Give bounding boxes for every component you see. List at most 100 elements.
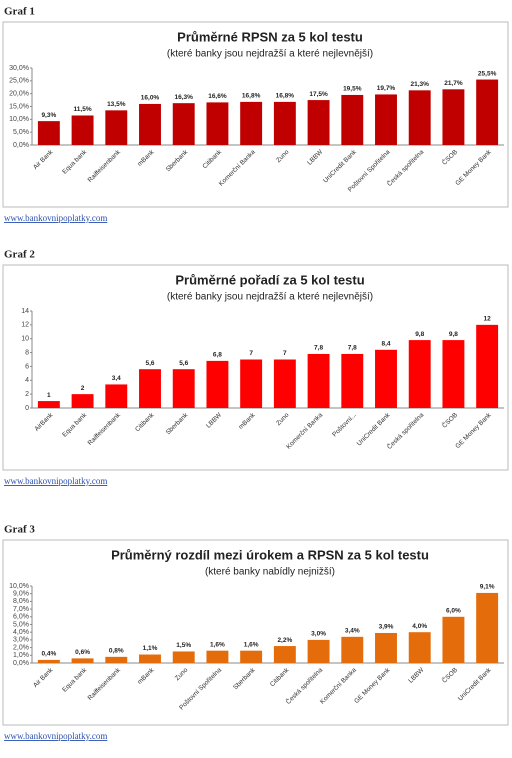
y-tick-label: 7,0% [13,606,29,613]
value-label: 6,0% [446,608,461,615]
value-label: 4,0% [412,623,427,630]
chart-subtitle: (které banky jsou nejdražší a které nejl… [167,292,373,303]
bar [71,394,94,408]
chart-label: Graf 2 [4,249,35,261]
bar [408,90,431,145]
chart-label: Graf 1 [4,6,35,18]
value-label: 2 [81,385,85,392]
bar [307,100,330,145]
value-label: 7,8 [314,345,323,352]
value-label: 3,0% [311,631,326,638]
bar [375,94,397,145]
value-label: 8,4 [381,341,390,348]
y-tick-label: 15,0% [9,103,29,110]
value-label: 19,5% [343,86,362,93]
value-label: 11,5% [74,106,92,113]
bar [442,616,465,663]
bar [71,658,94,663]
chart-subtitle: (které banky jsou nejdražší a které nejl… [167,49,373,60]
y-tick-label: 0 [25,405,29,412]
bar [375,349,397,408]
chart-title: Průměrný rozdíl mezi úrokem a RPSN za 5 … [111,547,429,562]
value-label: 7 [249,350,253,357]
y-tick-label: 0,0% [13,142,29,149]
value-label: 0,8% [109,648,124,655]
bar [139,103,161,145]
bar [206,102,229,145]
value-label: 1,6% [244,641,259,648]
bar [240,650,263,663]
bar [37,659,60,663]
bar [273,359,296,408]
value-label: 9,1% [480,584,495,591]
bar [341,353,364,408]
value-label: 21,7% [444,80,463,87]
bar [408,632,431,663]
value-label: 3,9% [379,624,394,631]
y-tick-label: 2 [25,391,29,398]
value-label: 16,0% [141,95,160,102]
y-tick-label: 14 [21,308,29,315]
value-label: 16,8% [276,93,295,100]
value-label: 0,6% [75,649,90,656]
bar [172,369,195,408]
bar [442,89,465,145]
bar [240,101,263,145]
y-tick-label: 6,0% [13,614,29,621]
bar [375,632,397,663]
value-label: 16,8% [242,93,261,100]
source-link: www.bankovnipoplatky.com [4,476,107,486]
bar [273,646,296,663]
value-label: 19,7% [377,85,396,92]
bar [442,340,465,408]
bar [172,651,195,663]
y-tick-label: 4,0% [13,629,29,636]
value-label: 25,5% [478,70,497,77]
y-tick-label: 8,0% [13,598,29,605]
value-label: 7,8 [348,345,357,352]
value-label: 1,6% [210,641,225,648]
y-tick-label: 6 [25,363,29,370]
value-label: 0,4% [41,651,56,658]
y-tick-label: 8 [25,349,29,356]
y-tick-label: 10,0% [9,116,29,123]
value-label: 12 [484,316,492,323]
bar [206,360,229,408]
bar [172,103,195,145]
chart-title: Průměrné pořadí za 5 kol testu [175,272,364,287]
value-label: 3,4% [345,628,360,635]
value-label: 17,5% [309,91,328,98]
value-label: 16,6% [208,93,227,100]
bar [206,650,229,663]
y-tick-label: 10,0% [9,583,29,590]
value-label: 9,8 [415,331,424,338]
bar [105,110,128,145]
value-label: 2,2% [277,637,292,644]
value-label: 13,5% [107,101,126,108]
bar [105,384,128,408]
chart-title: Průměrné RPSN za 5 kol testu [177,29,363,44]
bar [71,115,94,145]
bar [273,101,296,145]
value-label: 1,1% [143,645,158,652]
y-tick-label: 1,0% [13,652,29,659]
bar [37,401,60,408]
bar [105,656,128,663]
value-label: 16,3% [174,94,193,101]
bar [139,654,161,663]
y-tick-label: 2,0% [13,644,29,651]
y-tick-label: 5,0% [13,621,29,628]
value-label: 21,3% [410,81,429,88]
source-link: www.bankovnipoplatky.com [4,213,107,223]
bar [139,369,161,408]
bar [476,592,499,663]
value-label: 9,3% [41,112,56,119]
bar [341,636,364,663]
bar [341,94,364,145]
y-tick-label: 30,0% [9,65,29,72]
bar [307,639,330,663]
value-label: 5,6 [145,360,154,367]
value-label: 7 [283,350,287,357]
bar [476,324,499,408]
